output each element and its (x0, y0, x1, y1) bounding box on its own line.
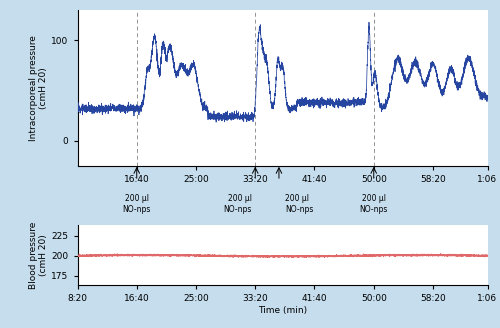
X-axis label: Time (min): Time (min) (258, 306, 307, 315)
Y-axis label: Blood pressure
(cmH 20): Blood pressure (cmH 20) (29, 222, 48, 289)
Text: 200 μl
NO-nps: 200 μl NO-nps (285, 194, 313, 214)
Text: 200 μl
NO-nps: 200 μl NO-nps (224, 194, 252, 214)
Y-axis label: Intracorporeal pressure
(cmH 20): Intracorporeal pressure (cmH 20) (29, 35, 48, 141)
Text: 200 μl
NO-nps: 200 μl NO-nps (360, 194, 388, 214)
Text: 200 μl
NO-nps: 200 μl NO-nps (122, 194, 151, 214)
